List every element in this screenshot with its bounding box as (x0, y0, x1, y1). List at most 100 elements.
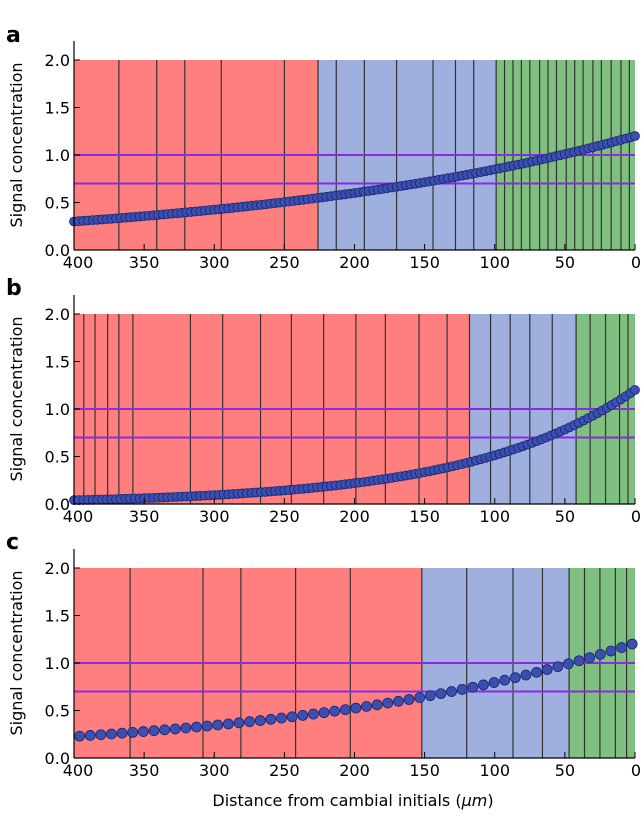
data-point (286, 711, 298, 723)
data-point (499, 674, 511, 686)
data-point (541, 664, 553, 675)
data-point (478, 679, 489, 691)
x-tick-label: 400 (63, 507, 94, 526)
x-tick-label: 400 (63, 253, 94, 272)
panel-label: b (6, 276, 22, 301)
data-point (573, 655, 585, 667)
y-tick-label: 0.5 (45, 194, 70, 213)
data-point (414, 692, 426, 704)
panel-c: 0.0 0.5 1.0 1.5 2.0 400 350 300 250 200 150 100 50 0 S… (6, 530, 641, 780)
y-tick-label: 1.5 (45, 99, 70, 118)
data-point (191, 721, 202, 733)
data-point (116, 727, 128, 739)
y-tick-label: 0.0 (45, 241, 70, 260)
data-point (630, 131, 640, 141)
data-point (616, 642, 627, 653)
data-point (137, 726, 149, 737)
data-point (488, 677, 500, 688)
x-tick-label: 100 (479, 761, 510, 780)
x-axis-label: Distance from cambial initials (μm) (212, 791, 493, 810)
data-point (393, 695, 404, 707)
data-point (361, 701, 372, 712)
y-axis-label: Signal concentration (7, 316, 26, 481)
data-point (446, 686, 457, 697)
data-point (339, 704, 351, 716)
y-axis-label: Signal concentration (7, 570, 26, 735)
y-tick-label: 2.0 (45, 559, 70, 578)
data-point (106, 728, 117, 740)
data-point (594, 648, 606, 660)
y-axis-label: Signal concentration (7, 62, 26, 227)
x-tick-label: 0 (631, 507, 641, 526)
data-point (254, 715, 266, 726)
data-point (552, 661, 564, 673)
x-tick-label: 400 (63, 761, 94, 780)
data-point (605, 645, 617, 657)
data-point (307, 708, 319, 720)
y-tick-label: 0.5 (45, 702, 70, 721)
panel-a: 0.0 0.5 1.0 1.5 2.0 400 350 300 250 200 150 100 50 0 S… (6, 23, 641, 272)
x-tick-label: 200 (339, 253, 370, 272)
data-point (212, 719, 224, 731)
y-tick-label: 1.0 (45, 654, 70, 673)
data-point (424, 690, 436, 702)
x-tick-label: 50 (555, 761, 575, 780)
data-point (584, 652, 596, 664)
data-point (233, 717, 245, 729)
x-tick-label: 250 (269, 507, 300, 526)
data-point (382, 697, 394, 709)
x-tick-label: 150 (409, 507, 440, 526)
x-tick-label: 200 (339, 761, 370, 780)
data-point (180, 722, 192, 734)
data-point (265, 713, 277, 725)
y-tick-label: 0.0 (45, 749, 70, 768)
x-tick-label: 150 (409, 761, 440, 780)
data-point (626, 638, 638, 650)
data-point (630, 385, 640, 395)
panel-label: c (6, 530, 19, 555)
x-tick-label: 50 (555, 253, 575, 272)
data-point (127, 726, 139, 738)
data-point (371, 699, 383, 711)
panel-label: a (6, 23, 21, 48)
x-tick-label: 350 (129, 507, 160, 526)
x-tick-label: 150 (409, 253, 440, 272)
data-point (531, 666, 542, 678)
x-tick-label: 300 (199, 507, 230, 526)
y-tick-label: 0.5 (45, 448, 70, 467)
data-point (403, 694, 415, 705)
data-point (509, 672, 521, 684)
data-point (318, 707, 330, 719)
y-tick-label: 2.0 (45, 51, 70, 70)
x-tick-label: 250 (269, 761, 300, 780)
data-point (222, 718, 234, 730)
data-point (74, 730, 86, 742)
x-tick-label: 300 (199, 253, 230, 272)
data-point (159, 724, 171, 736)
data-point (350, 702, 362, 714)
data-point (169, 723, 181, 735)
data-point (435, 688, 447, 700)
x-tick-label: 350 (129, 253, 160, 272)
data-point (297, 710, 309, 721)
y-tick-label: 1.0 (45, 400, 70, 419)
x-tick-label: 250 (269, 253, 300, 272)
x-tick-label: 0 (631, 761, 641, 780)
y-tick-label: 2.0 (45, 305, 70, 324)
data-point (244, 716, 256, 728)
y-tick-label: 0.0 (45, 495, 70, 514)
x-tick-label: 0 (631, 253, 641, 272)
data-point (148, 725, 160, 737)
panel-b: 0.0 0.5 1.0 1.5 2.0 400 350 300 250 200 150 100 50 0 S… (6, 276, 641, 526)
data-point (95, 729, 107, 741)
y-tick-label: 1.5 (45, 353, 70, 372)
x-tick-label: 300 (199, 761, 230, 780)
x-tick-label: 50 (555, 507, 575, 526)
data-point (84, 730, 96, 741)
y-tick-label: 1.5 (45, 607, 70, 626)
data-point (563, 658, 574, 670)
x-tick-label: 100 (479, 507, 510, 526)
x-tick-label: 100 (479, 253, 510, 272)
data-point (456, 684, 468, 695)
